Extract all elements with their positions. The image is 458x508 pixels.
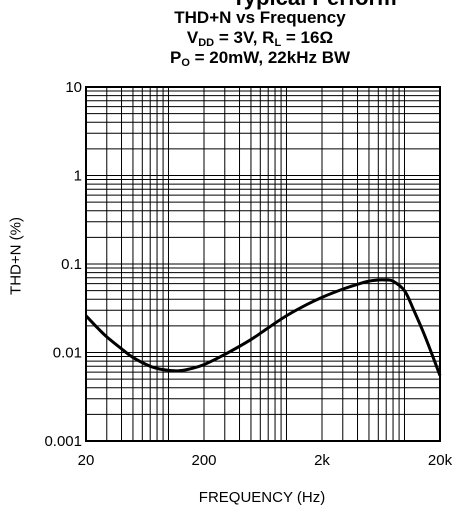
po-symbol: P bbox=[169, 48, 182, 67]
vdd-value: = 3V, R bbox=[214, 28, 275, 47]
y-tick-label: 1 bbox=[74, 168, 82, 185]
chart-condition-line-2: PO = 20mW, 22kHz BW bbox=[0, 48, 458, 69]
x-tick-label: 20k bbox=[428, 452, 453, 469]
vdd-subscript: DD bbox=[198, 37, 215, 49]
chart-condition-line-1: VDD = 3V, RL = 16Ω bbox=[0, 28, 458, 49]
grid-lines bbox=[86, 87, 440, 441]
rl-subscript: L bbox=[274, 37, 282, 49]
y-tick-label: 10 bbox=[65, 79, 82, 96]
x-tick-label: 2k bbox=[314, 452, 330, 469]
y-tick-label: 0.001 bbox=[44, 433, 82, 450]
x-tick-label: 20 bbox=[78, 452, 95, 469]
plot-frame bbox=[85, 86, 441, 442]
x-tick-labels: 20 200 2k 20k bbox=[78, 452, 453, 469]
y-tick-label: 0.01 bbox=[53, 345, 82, 362]
vdd-symbol: V bbox=[186, 28, 199, 47]
chart-title: THD+N vs Frequency bbox=[174, 8, 346, 27]
po-subscript: O bbox=[181, 57, 190, 69]
y-tick-label: 0.1 bbox=[61, 256, 82, 273]
y-tick-labels: 10 1 0.1 0.01 0.001 bbox=[44, 79, 82, 450]
thd-curve bbox=[84, 278, 442, 377]
po-value: = 20mW, 22kHz BW bbox=[189, 48, 351, 67]
rl-value: = 16Ω bbox=[281, 28, 334, 47]
cut-off-header-title: Typical Perform bbox=[232, 0, 397, 9]
x-tick-label: 200 bbox=[191, 452, 216, 469]
x-axis-label: FREQUENCY (Hz) bbox=[198, 489, 326, 506]
